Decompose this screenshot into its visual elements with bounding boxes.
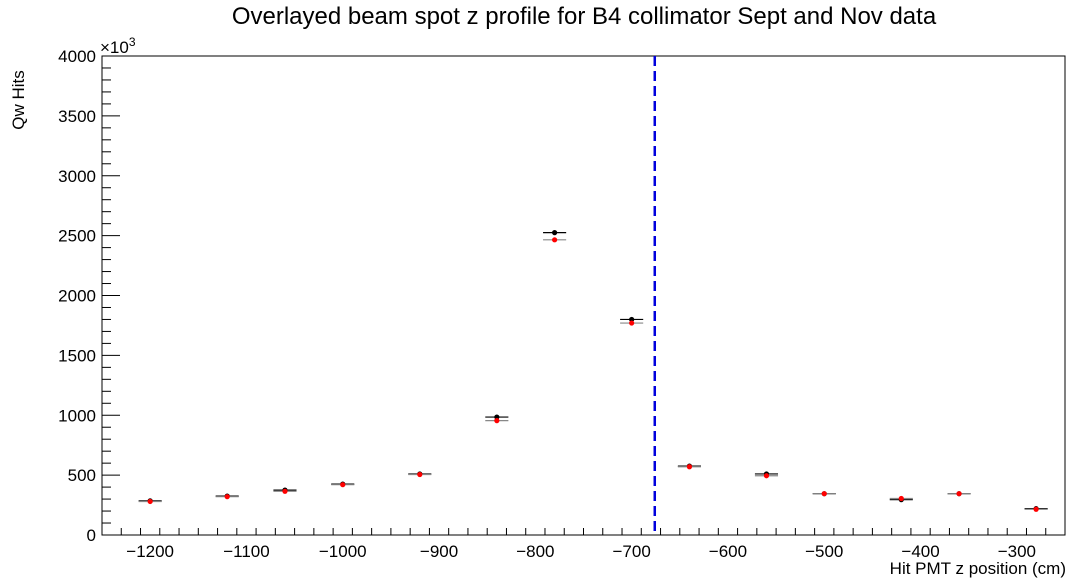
x-tick-label: −900: [420, 542, 458, 561]
y-tick-label: 3000: [58, 167, 96, 186]
x-tick-label: −300: [998, 542, 1036, 561]
series-2-point: [273, 488, 297, 494]
x-tick-label: −1200: [126, 542, 174, 561]
marker: [340, 482, 346, 488]
x-tick-label: −500: [805, 542, 843, 561]
y-tick-label: 1500: [58, 346, 96, 365]
marker: [552, 237, 558, 243]
y-tick-label: 2500: [58, 227, 96, 246]
data-points: [138, 230, 1048, 512]
x-tick-label: −400: [901, 542, 939, 561]
x-tick-label: −800: [516, 542, 554, 561]
series-2-point: [947, 491, 971, 497]
x-tick-label: −700: [613, 542, 651, 561]
series-1-point: [485, 414, 509, 420]
marker: [763, 473, 770, 479]
marker: [629, 320, 635, 326]
series-2-point: [677, 464, 701, 470]
y-tick-label: 4000: [58, 47, 96, 66]
marker: [552, 230, 558, 236]
marker: [417, 471, 423, 478]
y-tick-label: 2000: [58, 287, 96, 306]
series-2-point: [485, 418, 509, 424]
series-2-point: [620, 320, 644, 326]
y-tick-label: 0: [87, 526, 96, 545]
series-2-point: [889, 495, 913, 502]
x-tick-label: −1100: [223, 542, 269, 561]
series-2-point: [138, 498, 162, 505]
y-axis-ticks: [102, 55, 120, 536]
marker: [686, 464, 693, 470]
x-axis-tick-labels: −1200 −1100 −1000 −900 −800 −700 −600 −500 −400 −…: [126, 542, 1036, 561]
marker: [1033, 506, 1039, 512]
x-tick-label: −600: [709, 542, 747, 561]
plot-frame: [101, 55, 1066, 536]
marker: [494, 418, 500, 424]
marker: [956, 491, 962, 497]
series-2-point: [812, 491, 836, 497]
series-2-point: [1024, 506, 1048, 512]
marker: [629, 316, 635, 323]
series-2-point: [215, 494, 239, 500]
y-tick-label: 500: [68, 466, 96, 485]
marker: [224, 494, 230, 500]
marker: [147, 498, 153, 505]
y-tick-label: 1000: [58, 406, 96, 425]
marker: [898, 495, 904, 502]
marker: [494, 414, 500, 420]
marker: [282, 488, 288, 494]
y-tick-label: 3500: [58, 107, 96, 126]
series-2-point: [331, 482, 355, 488]
x-axis-ticks: [101, 528, 1066, 535]
y-axis-tick-labels: 0 500 1000 1500 2000 2500 3000 3500 4000: [58, 47, 96, 545]
series-2-point: [754, 473, 779, 479]
series-1-point: [620, 316, 644, 323]
y-multiplier: ×103: [100, 35, 136, 57]
chart-title: Overlayed beam spot z profile for B4 col…: [232, 3, 937, 30]
x-axis-label: Hit PMT z position (cm): [890, 559, 1066, 578]
series-1-point: [543, 230, 567, 236]
series-2-point: [543, 237, 567, 243]
y-axis-label: Qw Hits: [9, 70, 28, 130]
marker: [821, 491, 827, 497]
x-tick-label: −1000: [319, 542, 367, 561]
series-2-point: [408, 471, 432, 478]
